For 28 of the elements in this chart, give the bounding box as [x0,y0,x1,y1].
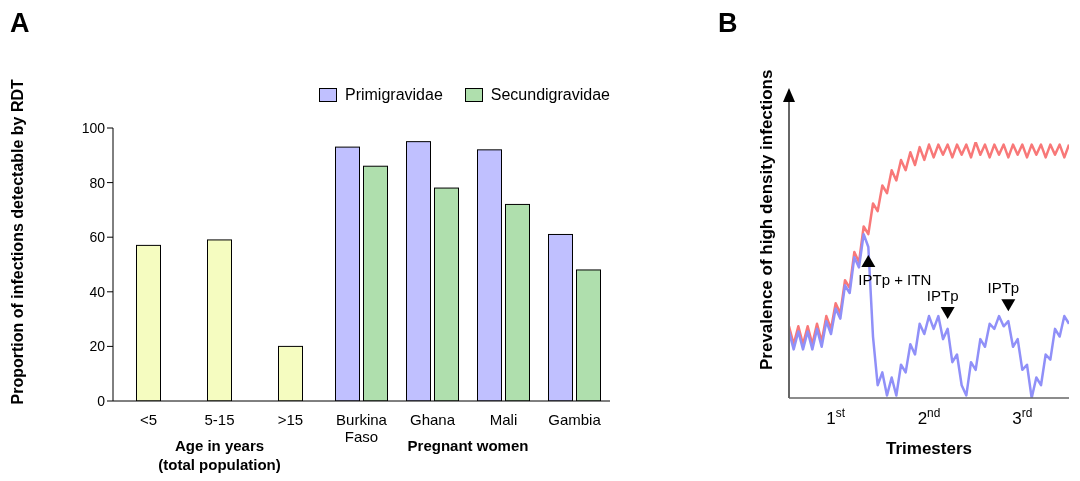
annotation: IPTp + ITN [858,270,932,288]
x-tick-label: 3$^{rd}$ [1012,406,1033,428]
annotation: IPTp [987,279,1020,297]
y-tick-label: 80 [89,174,106,191]
x-tick-label: Gambia [548,411,602,428]
legend-label: Secundigravidae [490,86,610,104]
y-tick-label: 0 [97,392,106,409]
x-tick-label: Burkina Faso [336,411,388,446]
x-tick-label: 2$^{nd}$ [917,406,941,428]
y-tick-label: 20 [89,338,106,355]
chart-title: A [10,8,30,39]
y-tick-label: 60 [89,229,106,246]
y-tick-label: 40 [89,283,106,300]
legend-label: Primigravidae [344,86,443,104]
x-tick-label: Mali [489,411,518,428]
y-axis-title: Proportion of infections detectable by RDT [8,78,26,405]
x-tick-label: Ghana [409,411,456,428]
x-tick-label: 5-15 [204,411,235,428]
annotation: IPTp [926,286,959,304]
x-tick-label: >15 [277,411,304,428]
x-tick-label: 1$^{st}$ [826,406,846,428]
text: Pregnant women [406,436,530,455]
y-tick-label: 100 [81,119,106,136]
x-tick-label: <5 [139,411,158,428]
text: Age in years (total population) [157,436,282,474]
x-axis-title: Trimesters [886,439,972,458]
chart-title: B [718,8,738,39]
y-axis-title: Prevalence of high density infections [757,69,777,370]
